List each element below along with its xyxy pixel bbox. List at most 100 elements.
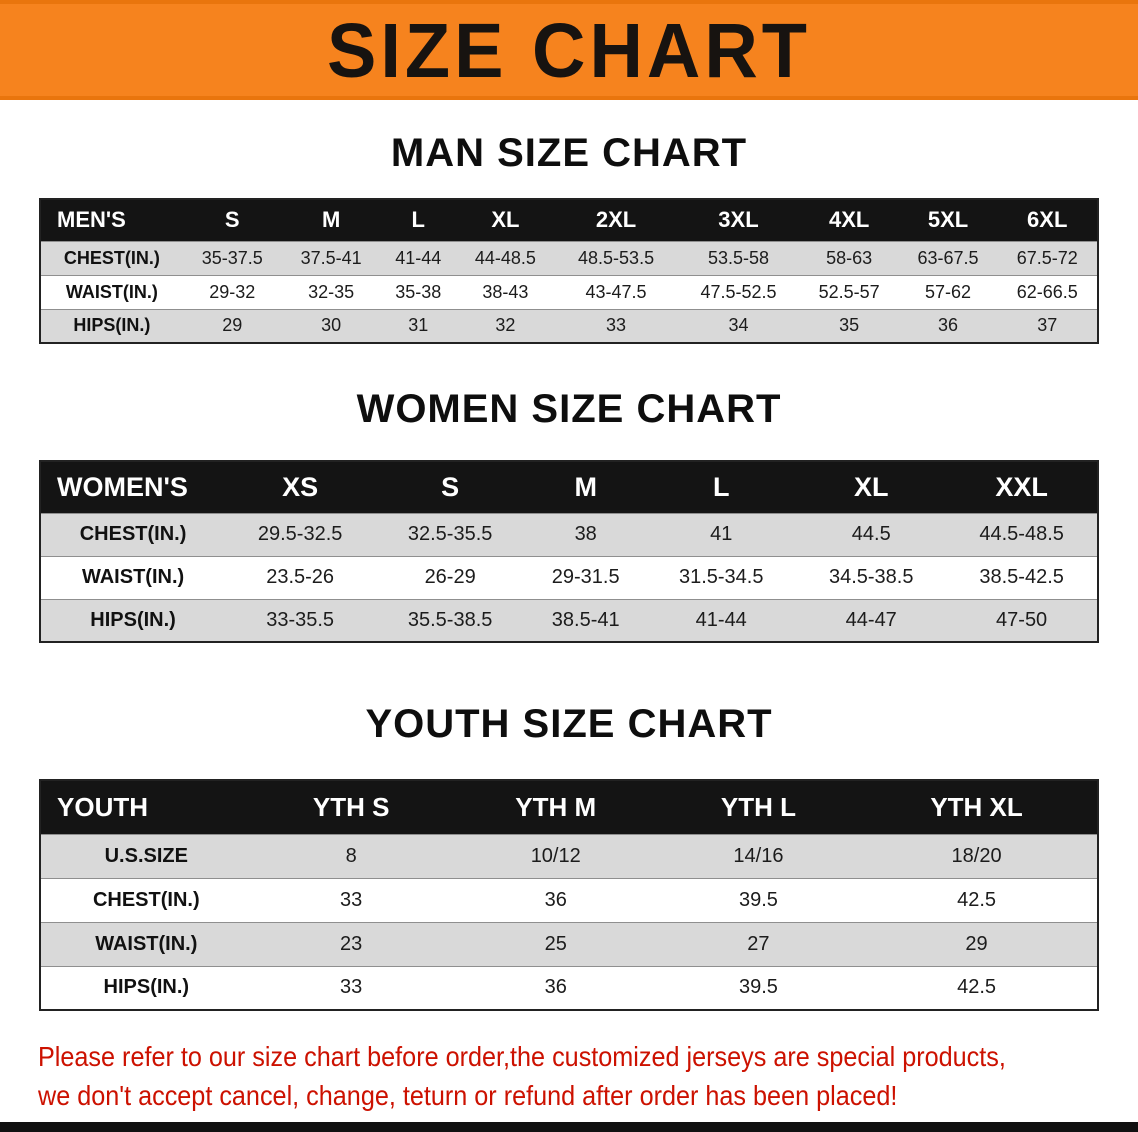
size-value-cell: 35-38	[395, 281, 442, 302]
measurement-row: WAIST(IN.) 23 25 27 29	[40, 922, 1098, 966]
disclaimer-line-1: Please refer to our size chart before or…	[38, 1041, 1006, 1072]
size-value-cell: 32	[495, 315, 516, 336]
size-column-header: XL	[853, 471, 889, 502]
size-column-header: XXL	[995, 471, 1048, 502]
row-label-cell: HIPS(IN.)	[90, 608, 176, 631]
measurement-row: WAIST(IN.) 29-32 32-35 35-38 38-43 43-47.5 47.…	[40, 275, 1098, 309]
size-column-header: M	[322, 207, 341, 233]
size-chart-banner: SIZE CHART	[0, 0, 1138, 100]
size-value-cell: 52.5-57	[818, 281, 880, 302]
size-value-cell: 14/16	[733, 844, 784, 867]
size-value-cell: 41	[710, 523, 733, 545]
size-value-cell: 8	[345, 844, 357, 867]
size-value-cell: 44-47	[845, 608, 897, 631]
size-column-header: S	[224, 207, 240, 233]
size-value-cell: 44.5-48.5	[979, 523, 1064, 545]
size-value-cell: 29.5-32.5	[257, 523, 343, 545]
size-value-cell: 57-62	[925, 281, 972, 302]
size-value-cell: 44-48.5	[474, 247, 536, 268]
row-label-cell: CHEST(IN.)	[92, 888, 200, 911]
table-header-row: MEN'S S M L XL 2XL 3XL 4XL 5XL 6XL	[40, 199, 1098, 241]
row-label-cell: HIPS(IN.)	[103, 976, 190, 999]
size-value-cell: 30	[321, 315, 342, 336]
size-value-cell: 27	[747, 932, 770, 955]
size-value-cell: 47-50	[996, 608, 1048, 631]
size-value-cell: 33	[606, 315, 627, 336]
size-column-header: L	[712, 471, 730, 502]
size-value-cell: 36	[938, 315, 959, 336]
size-column-header: YTH L	[720, 791, 796, 822]
size-column-header: YTH XL	[930, 791, 1023, 822]
size-value-cell: 67.5-72	[1016, 247, 1078, 268]
size-value-cell: 33-35.5	[266, 608, 335, 631]
size-value-cell: 47.5-52.5	[700, 281, 777, 302]
size-column-header: XS	[282, 471, 319, 502]
size-value-cell: 41-44	[695, 608, 747, 631]
size-value-cell: 35.5-38.5	[407, 608, 493, 631]
table-header-row: YOUTH YTH S YTH M YTH L YTH XL	[40, 780, 1098, 834]
size-value-cell: 36	[544, 888, 567, 911]
size-value-cell: 23	[340, 932, 363, 955]
size-column-header: 3XL	[718, 207, 759, 233]
size-value-cell: 43-47.5	[585, 281, 647, 302]
size-value-cell: 26-29	[424, 566, 476, 588]
size-value-cell: 38	[574, 523, 597, 545]
measurement-row: HIPS(IN.) 29 30 31 32 33 34 35 36 37	[40, 309, 1098, 343]
size-value-cell: 44.5	[851, 523, 891, 545]
size-value-cell: 23.5-26	[266, 566, 335, 588]
size-column-header: YTH S	[312, 791, 390, 822]
youth-size-table: YOUTH YTH S YTH M YTH L YTH XL U.S.SIZE 8 10/12…	[39, 779, 1099, 1011]
women-size-table: WOMEN'S XS S M L XL XXL CHEST(IN.) 29.5-32.5 32.5…	[39, 460, 1099, 643]
measurement-row: CHEST(IN.) 33 36 39.5 42.5	[40, 878, 1098, 922]
size-value-cell: 42.5	[957, 888, 997, 911]
size-value-cell: 29-32	[209, 281, 256, 302]
size-value-cell: 34.5-38.5	[828, 566, 914, 588]
size-column-header: XL	[491, 207, 520, 233]
row-label-cell: WAIST(IN.)	[95, 932, 198, 955]
measurement-row: HIPS(IN.) 33-35.5 35.5-38.5 38.5-41 41-44 44-…	[40, 599, 1098, 642]
size-column-header: S	[441, 471, 460, 502]
row-label-cell: CHEST(IN.)	[63, 247, 160, 268]
men-size-table: MEN'S S M L XL 2XL 3XL 4XL 5XL 6XL CHEST(IN.) 35-37…	[39, 198, 1099, 344]
size-value-cell: 33	[340, 888, 363, 911]
size-column-header: 5XL	[927, 207, 969, 233]
size-charts: MAN SIZE CHART MEN'S S M L XL 2XL 3XL 4XL 5XL 6XL…	[0, 130, 1138, 1011]
size-value-cell: 31.5-34.5	[678, 566, 764, 588]
size-value-cell: 32.5-35.5	[407, 523, 493, 545]
row-label-cell: WAIST(IN.)	[65, 281, 158, 302]
table-header-row: WOMEN'S XS S M L XL XXL	[40, 461, 1098, 513]
table-title-cell: WOMEN'S	[57, 471, 188, 502]
women-size-heading: WOMEN SIZE CHART	[356, 387, 782, 431]
size-value-cell: 38.5-42.5	[979, 566, 1064, 588]
size-value-cell: 35-37.5	[201, 247, 263, 268]
size-value-cell: 25	[544, 932, 567, 955]
measurement-row: CHEST(IN.) 29.5-32.5 32.5-35.5 38 41 44.5 44.5…	[40, 513, 1098, 556]
table-title-cell: YOUTH	[57, 791, 148, 822]
size-value-cell: 38-43	[482, 281, 529, 302]
page-title: SIZE CHART	[327, 6, 811, 94]
row-label-cell: U.S.SIZE	[104, 844, 188, 867]
size-column-header: 6XL	[1027, 207, 1068, 233]
size-value-cell: 10/12	[530, 844, 581, 867]
size-value-cell: 41-44	[395, 247, 442, 268]
men-size-heading: MAN SIZE CHART	[390, 131, 748, 175]
size-value-cell: 58-63	[826, 247, 873, 268]
size-value-cell: 29	[222, 315, 243, 336]
youth-size-section: YOUTH SIZE CHART YOUTH YTH S YTH M YTH L YTH…	[0, 701, 1138, 1011]
size-value-cell: 35	[839, 315, 860, 336]
size-value-cell: 38.5-41	[551, 608, 620, 631]
youth-size-heading: YOUTH SIZE CHART	[365, 702, 773, 746]
disclaimer-line-2: we don't accept cancel, change, teturn o…	[38, 1080, 898, 1111]
size-column-header: 2XL	[595, 207, 637, 233]
size-value-cell: 29	[965, 932, 988, 955]
measurement-row: WAIST(IN.) 23.5-26 26-29 29-31.5 31.5-34.5 34…	[40, 556, 1098, 599]
size-value-cell: 29-31.5	[551, 566, 620, 588]
measurement-row: HIPS(IN.) 33 36 39.5 42.5	[40, 966, 1098, 1010]
size-value-cell: 18/20	[951, 844, 1002, 867]
table-title-cell: MEN'S	[57, 207, 126, 233]
size-value-cell: 32-35	[308, 281, 355, 302]
size-value-cell: 36	[544, 976, 567, 999]
men-size-section: MAN SIZE CHART MEN'S S M L XL 2XL 3XL 4XL 5XL 6XL…	[0, 130, 1138, 344]
measurement-row: U.S.SIZE 8 10/12 14/16 18/20	[40, 834, 1098, 878]
size-value-cell: 37	[1037, 315, 1058, 336]
